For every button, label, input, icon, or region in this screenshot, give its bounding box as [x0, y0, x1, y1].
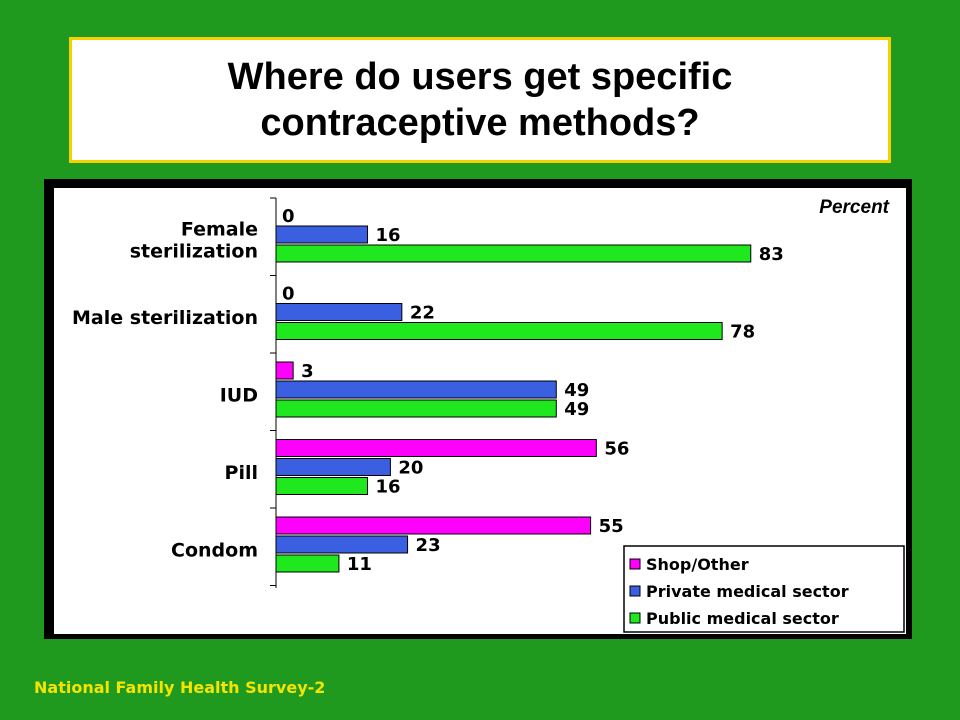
legend-swatch — [629, 612, 641, 624]
data-label: 16 — [376, 225, 401, 246]
bar — [275, 535, 409, 554]
data-label: 3 — [301, 361, 314, 382]
data-label: 0 — [282, 284, 295, 305]
data-label: 83 — [759, 244, 784, 265]
data-label: 16 — [376, 477, 401, 498]
chart-area: Female sterilization 0 16 83 Male sterilizati… — [54, 188, 906, 634]
bar — [275, 303, 403, 321]
legend-swatch — [629, 585, 641, 597]
title-line-2: contraceptive methods? — [260, 102, 700, 144]
category-label: Female — [181, 219, 258, 241]
unit-label: Percent — [819, 197, 889, 218]
footer-source: National Family Health Survey-2 — [34, 678, 326, 697]
bar — [275, 361, 294, 380]
category-label: Male sterilization — [72, 307, 258, 329]
data-label: 49 — [564, 380, 589, 401]
data-label: 20 — [398, 458, 423, 479]
bar — [275, 554, 340, 573]
legend-label: Shop/Other — [646, 555, 749, 574]
category-label: Condom — [171, 540, 258, 562]
category-label: Pill — [225, 462, 258, 484]
data-label: 49 — [564, 399, 589, 420]
data-label: 23 — [416, 535, 441, 556]
bar — [275, 516, 592, 535]
category-label: IUD — [220, 385, 258, 407]
legend-label: Public medical sector — [646, 609, 839, 628]
bar — [275, 244, 752, 263]
title-line-1: Where do users get specific — [227, 56, 733, 98]
legend-box — [623, 545, 905, 633]
category-label: sterilization — [130, 241, 258, 263]
data-label: 78 — [730, 322, 755, 343]
data-label: 0 — [282, 206, 295, 227]
data-label: 11 — [347, 554, 372, 575]
bar — [275, 458, 391, 476]
data-label: 55 — [599, 516, 624, 537]
legend-swatch — [629, 558, 641, 570]
chart-title: Where do users get specific contraceptiv… — [228, 54, 733, 146]
title-box: Where do users get specific contraceptiv… — [69, 37, 891, 163]
bar — [275, 439, 597, 457]
bar — [275, 399, 557, 418]
data-label: 22 — [410, 303, 435, 324]
bar — [275, 225, 369, 244]
bar — [275, 380, 557, 399]
data-label: 56 — [604, 439, 629, 460]
bar — [275, 322, 723, 340]
legend-label: Private medical sector — [646, 582, 849, 601]
bar — [275, 477, 369, 495]
